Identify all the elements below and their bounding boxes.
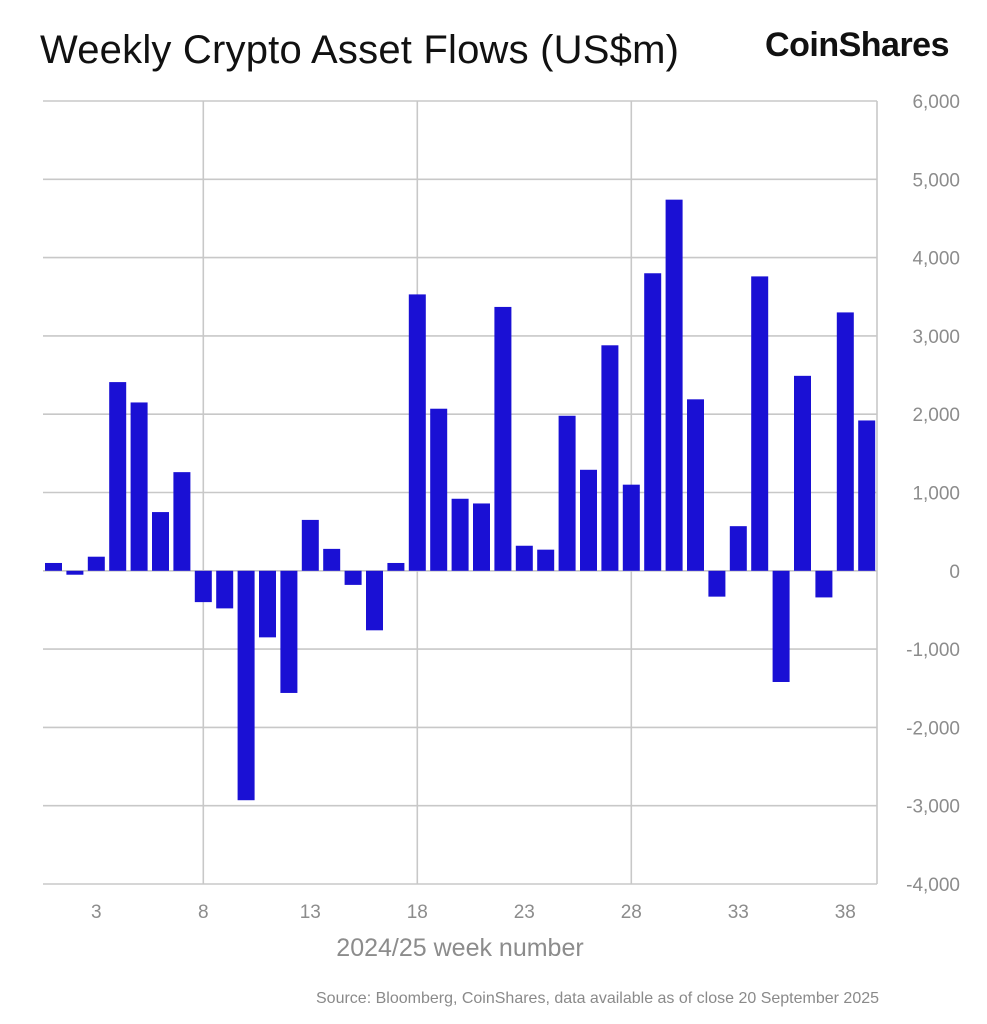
y-tick-label: 1,000 (912, 484, 960, 505)
bar-week-24 (537, 549, 555, 571)
bar-week-1 (45, 562, 62, 571)
x-tick-label: 28 (621, 902, 642, 923)
coinshares-logo: CoinShares (765, 26, 949, 64)
x-tick-label: 33 (728, 902, 749, 923)
y-tick-label: -2,000 (906, 718, 960, 739)
bar-week-36 (794, 375, 811, 571)
bar-week-23 (515, 545, 533, 571)
x-tick-label: 8 (198, 902, 209, 923)
y-tick-label: 0 (949, 562, 960, 583)
bar-week-4 (109, 382, 127, 571)
y-axis-ticks: -4,000 -3,000 -2,000 -1,000 0 1,000 2,000 3,000… (906, 92, 960, 896)
bar-series (45, 199, 876, 801)
bar-week-38 (836, 312, 854, 571)
bar-week-8 (194, 570, 212, 603)
bar-week-16 (366, 570, 383, 631)
bar-week-30 (665, 199, 683, 571)
bar-week-2 (66, 570, 84, 575)
bar-week-25 (558, 415, 576, 571)
bar-week-19 (430, 408, 448, 571)
bar-week-26 (580, 469, 597, 571)
bar-week-6 (152, 512, 169, 571)
bar-week-9 (216, 570, 234, 609)
bar-week-3 (87, 556, 105, 571)
y-tick-label: 4,000 (912, 249, 960, 270)
bar-week-10 (237, 570, 255, 801)
bar-week-32 (708, 570, 726, 597)
y-tick-label: 5,000 (912, 170, 960, 191)
y-tick-label: 6,000 (912, 92, 960, 113)
x-tick-label: 23 (514, 902, 535, 923)
bar-week-21 (473, 503, 490, 571)
bar-week-12 (280, 570, 298, 693)
y-tick-label: -1,000 (906, 640, 960, 661)
bar-week-13 (301, 519, 319, 571)
chart-title: Weekly Crypto Asset Flows (US$m) (40, 28, 680, 72)
bar-week-22 (494, 306, 512, 571)
bar-chart: -4,000 -3,000 -2,000 -1,000 0 1,000 2,000 3,000… (43, 92, 960, 962)
bar-week-37 (815, 570, 833, 598)
bar-week-39 (858, 420, 876, 571)
bar-week-5 (130, 402, 148, 571)
bar-week-7 (173, 472, 191, 571)
x-axis-title: 2024/25 week number (336, 934, 583, 962)
x-axis-ticks: 3 8 13 18 23 28 33 38 (91, 902, 856, 923)
bar-week-20 (451, 498, 469, 571)
x-tick-label: 3 (91, 902, 102, 923)
y-tick-label: 2,000 (912, 405, 960, 426)
bar-week-11 (259, 570, 276, 638)
bar-week-14 (323, 548, 341, 571)
x-tick-label: 18 (407, 902, 428, 923)
bar-week-33 (729, 526, 747, 571)
x-tick-label: 13 (300, 902, 321, 923)
bar-week-29 (644, 273, 662, 571)
y-tick-label: -4,000 (906, 875, 960, 896)
bar-week-31 (687, 399, 704, 571)
y-tick-label: -3,000 (906, 797, 960, 818)
bar-week-17 (387, 562, 405, 571)
y-tick-label: 3,000 (912, 327, 960, 348)
source-note: Source: Bloomberg, CoinShares, data avai… (316, 990, 880, 1007)
bar-week-18 (408, 294, 426, 571)
bar-week-15 (344, 570, 362, 585)
x-tick-label: 38 (835, 902, 856, 923)
bar-week-27 (601, 345, 619, 571)
bar-week-34 (751, 276, 769, 571)
bar-week-28 (622, 484, 640, 571)
bar-week-35 (772, 570, 790, 682)
